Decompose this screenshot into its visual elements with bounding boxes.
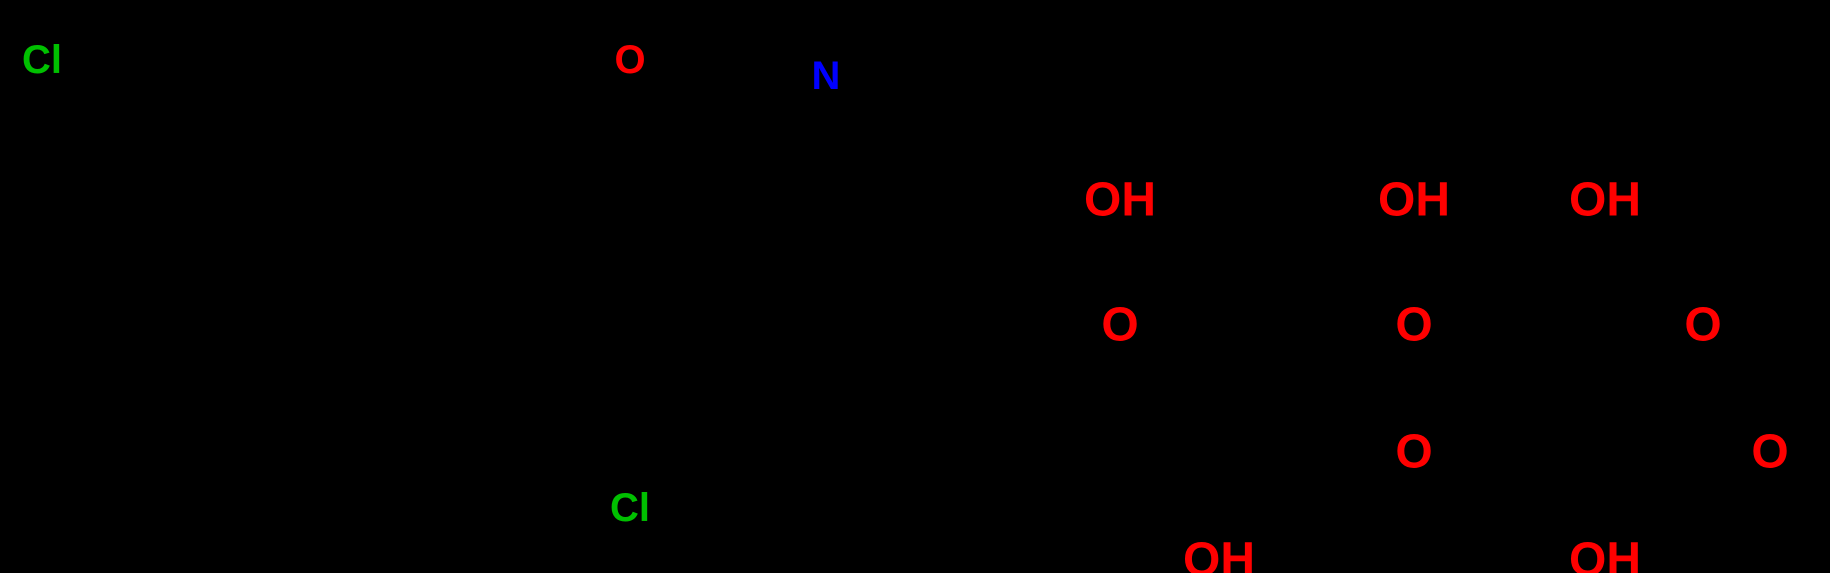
atom-label-oh: OH	[1084, 174, 1156, 227]
atom-label-oh: OH	[1569, 534, 1641, 573]
molecule-diagram: Cl Cl O N OH O OH O O OH OH O O OH	[0, 0, 1830, 573]
atom-label-o: O	[1684, 299, 1721, 352]
atom-label-o: O	[1395, 299, 1432, 352]
atom-label-oh: OH	[1378, 174, 1450, 227]
atom-label-o: O	[1751, 426, 1788, 479]
atom-label-o: O	[1101, 299, 1138, 352]
atom-label-cl: Cl	[610, 486, 650, 530]
atom-label-n: N	[812, 54, 841, 98]
atom-label-o: O	[614, 38, 645, 82]
atom-label-o: O	[1395, 426, 1432, 479]
atom-label-oh: OH	[1569, 174, 1641, 227]
atom-label-oh: OH	[1183, 534, 1255, 573]
atom-label-cl: Cl	[22, 38, 62, 82]
